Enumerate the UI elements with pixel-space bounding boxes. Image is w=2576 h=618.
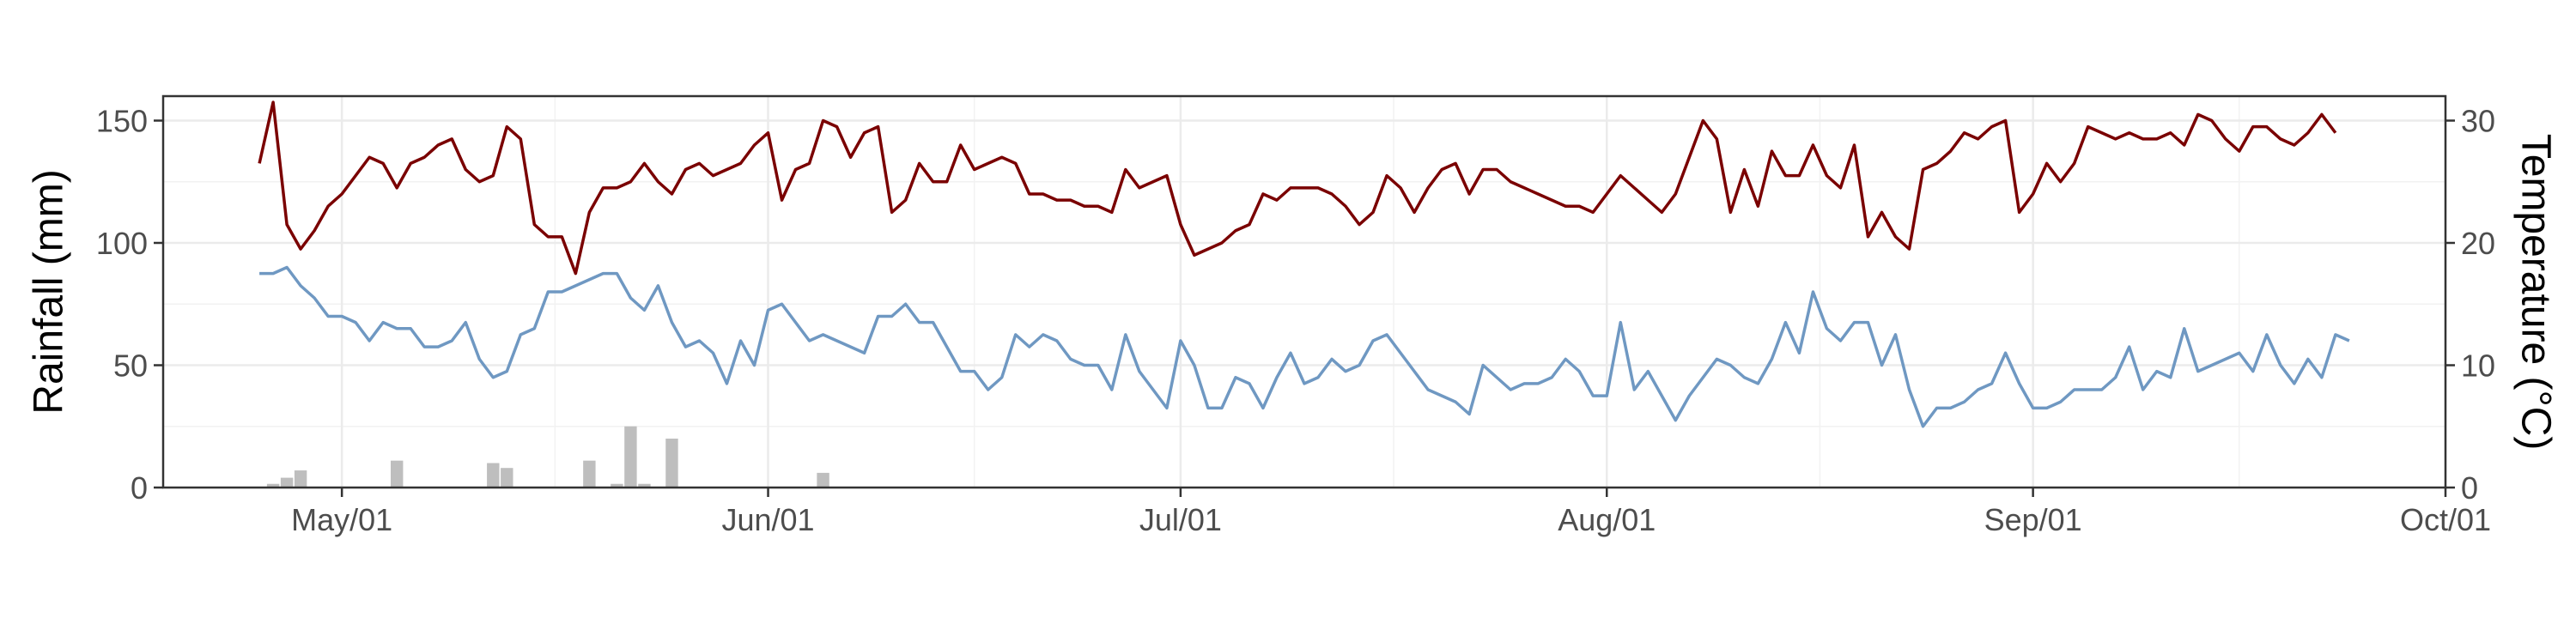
x-tick-label: Jul/01 <box>1139 502 1222 537</box>
rainfall-bar <box>501 468 513 488</box>
rainfall-bar <box>817 472 829 488</box>
y-left-tick-label: 50 <box>113 348 148 384</box>
y-right-axis-title: Temperature (°C) <box>2512 134 2558 451</box>
y-left-tick-label: 150 <box>96 104 148 139</box>
temperature-line <box>259 265 2350 428</box>
y-left-axis-title: Rainfall (mm) <box>27 169 72 414</box>
x-tick-label: Jun/01 <box>721 502 814 537</box>
y-left-tick-label: 0 <box>131 470 148 506</box>
y-left-tick-label: 100 <box>96 226 148 261</box>
temperature-line <box>258 100 2337 276</box>
x-tick-label: May/01 <box>291 502 392 537</box>
y-right-tick-label: 0 <box>2461 470 2478 506</box>
rainfall-bar <box>390 460 404 488</box>
panel-background <box>163 96 2445 488</box>
rainfall-bars <box>266 426 829 488</box>
x-tick-label: Oct/01 <box>2400 502 2491 537</box>
rainfall-bar <box>583 460 596 488</box>
y-right-tick-label: 30 <box>2461 104 2495 139</box>
rainfall-bar <box>665 439 678 488</box>
rainfall-bar <box>294 470 307 488</box>
temperature-lines <box>258 100 2350 428</box>
rainfall-bar <box>638 483 651 488</box>
rainfall-bar <box>611 483 623 488</box>
rainfall-bar <box>280 477 294 488</box>
rainfall-bar <box>487 463 500 488</box>
panel-border <box>161 94 2447 489</box>
x-tick-label: Aug/01 <box>1558 502 1656 537</box>
x-tick-label: Sep/01 <box>1984 502 2082 537</box>
rainfall-bar <box>266 483 280 488</box>
y-right-tick-label: 10 <box>2461 348 2495 384</box>
y-right-tick-label: 20 <box>2461 226 2495 261</box>
rainfall-bar <box>624 426 637 488</box>
axes: May/01 Jun/01 Jul/01 Aug/01 Sep/01 Oct/010501… <box>96 104 2495 538</box>
